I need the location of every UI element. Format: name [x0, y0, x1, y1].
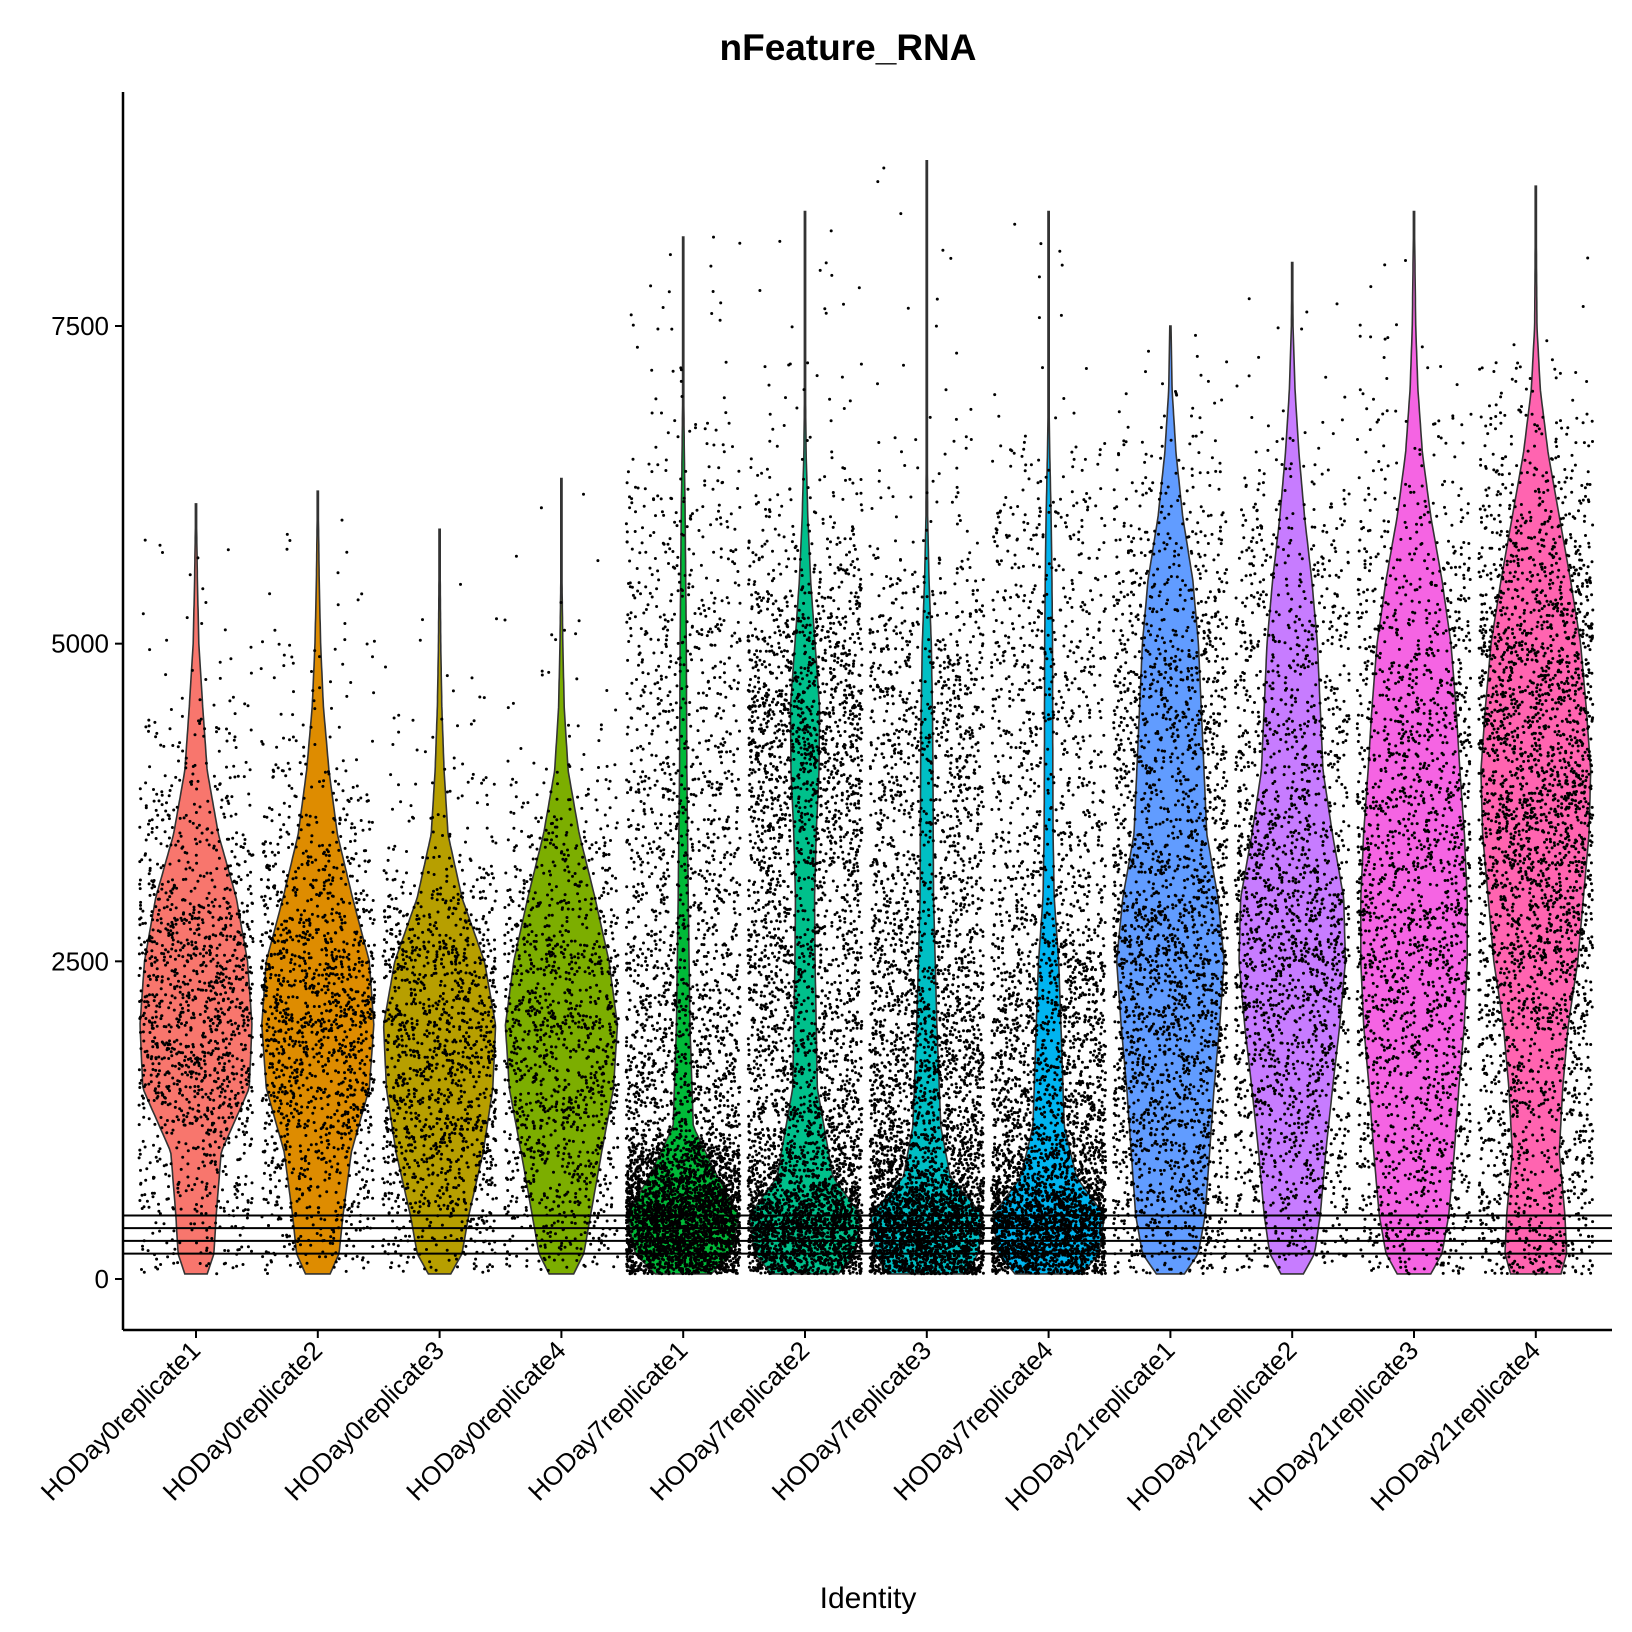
violin-HODay21replicate2 — [1238, 261, 1347, 1275]
violins-layer — [139, 160, 1592, 1275]
points-HODay21replicate4 — [1477, 256, 1595, 1276]
x-axis-title: Identity — [820, 1582, 917, 1615]
violin-HODay0replicate3 — [382, 528, 497, 1275]
points-HODay0replicate2 — [259, 518, 377, 1275]
points-HODay21replicate1 — [1111, 333, 1229, 1275]
y-tick-label: 2500 — [51, 946, 109, 976]
points-HODay0replicate1 — [137, 538, 255, 1276]
points-HODay0replicate4 — [503, 492, 620, 1272]
violin-HODay21replicate1 — [1115, 325, 1225, 1275]
violin-HODay0replicate2 — [260, 490, 375, 1275]
points-HODay7replicate1 — [624, 235, 742, 1276]
points-HODay21replicate2 — [1233, 297, 1351, 1272]
y-tick-label: 5000 — [51, 629, 109, 659]
points-HODay0replicate3 — [381, 582, 499, 1274]
chart-title: nFeature_RNA — [720, 27, 977, 68]
y-tick-label: 0 — [95, 1264, 109, 1294]
y-tick-label: 7500 — [51, 311, 109, 341]
violin-HODay0replicate4 — [504, 477, 619, 1275]
violin-HODay21replicate3 — [1360, 210, 1468, 1275]
threshold-lines — [123, 1214, 1612, 1255]
jitter-points-overlay — [137, 166, 1595, 1276]
points-HODay21replicate3 — [1355, 259, 1473, 1276]
